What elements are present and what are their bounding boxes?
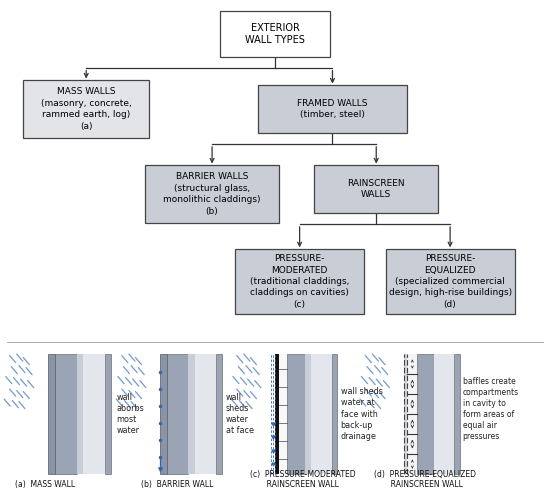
Text: wall sheds
water at
face with
back-up
drainage: wall sheds water at face with back-up dr… bbox=[340, 387, 383, 441]
Bar bbox=[188, 354, 195, 474]
Text: MASS WALLS
(masonry, concrete,
rammed earth, log)
(a): MASS WALLS (masonry, concrete, rammed ea… bbox=[41, 87, 131, 131]
Bar bbox=[434, 354, 454, 474]
Bar bbox=[167, 354, 188, 474]
Bar bbox=[279, 354, 287, 474]
Bar bbox=[77, 354, 84, 474]
FancyBboxPatch shape bbox=[220, 11, 330, 57]
Bar bbox=[454, 354, 460, 474]
Bar bbox=[160, 354, 167, 474]
Bar bbox=[84, 354, 106, 474]
FancyBboxPatch shape bbox=[258, 85, 406, 133]
Bar bbox=[311, 354, 332, 474]
Text: baffles create
compartments
in cavity to
form areas of
equal air
pressures: baffles create compartments in cavity to… bbox=[463, 377, 519, 441]
Text: wall
aborbs
most
water: wall aborbs most water bbox=[116, 393, 144, 435]
Bar bbox=[55, 354, 77, 474]
Bar bbox=[195, 354, 217, 474]
Bar bbox=[417, 354, 434, 474]
Text: EXTERIOR
WALL TYPES: EXTERIOR WALL TYPES bbox=[245, 23, 305, 45]
Text: PRESSURE-
MODERATED
(traditional claddings,
claddings on cavities)
(c): PRESSURE- MODERATED (traditional claddin… bbox=[250, 254, 349, 309]
Bar bbox=[404, 354, 408, 474]
Text: FRAMED WALLS
(timber, steel): FRAMED WALLS (timber, steel) bbox=[297, 99, 368, 119]
FancyBboxPatch shape bbox=[145, 165, 279, 223]
Text: (a)  MASS WALL: (a) MASS WALL bbox=[15, 480, 75, 489]
Bar bbox=[332, 354, 337, 474]
Bar bbox=[217, 354, 222, 474]
Bar bbox=[305, 354, 311, 474]
FancyBboxPatch shape bbox=[23, 80, 150, 138]
Text: RAINSCREEN
WALLS: RAINSCREEN WALLS bbox=[348, 179, 405, 199]
Text: wall
sheds
water
at face: wall sheds water at face bbox=[226, 393, 254, 435]
Text: (c)  PRESSURE-MODERATED
       RAINSCREEN WALL: (c) PRESSURE-MODERATED RAINSCREEN WALL bbox=[250, 470, 356, 489]
FancyBboxPatch shape bbox=[386, 249, 515, 314]
Bar bbox=[287, 354, 305, 474]
Bar bbox=[106, 354, 111, 474]
FancyBboxPatch shape bbox=[235, 249, 364, 314]
Text: (b)  BARRIER WALL: (b) BARRIER WALL bbox=[141, 480, 213, 489]
Text: (d)  PRESSURE-EQUALIZED
       RAINSCREEN WALL: (d) PRESSURE-EQUALIZED RAINSCREEN WALL bbox=[373, 470, 476, 489]
Bar bbox=[408, 354, 417, 474]
Bar bbox=[275, 354, 279, 474]
Text: PRESSURE-
EQUALIZED
(specialized commercial
design, high-rise buildings)
(d): PRESSURE- EQUALIZED (specialized commerc… bbox=[388, 254, 512, 309]
Text: BARRIER WALLS
(structural glass,
monolithic claddings)
(b): BARRIER WALLS (structural glass, monolit… bbox=[163, 173, 261, 216]
FancyBboxPatch shape bbox=[315, 165, 438, 213]
Bar bbox=[48, 354, 55, 474]
